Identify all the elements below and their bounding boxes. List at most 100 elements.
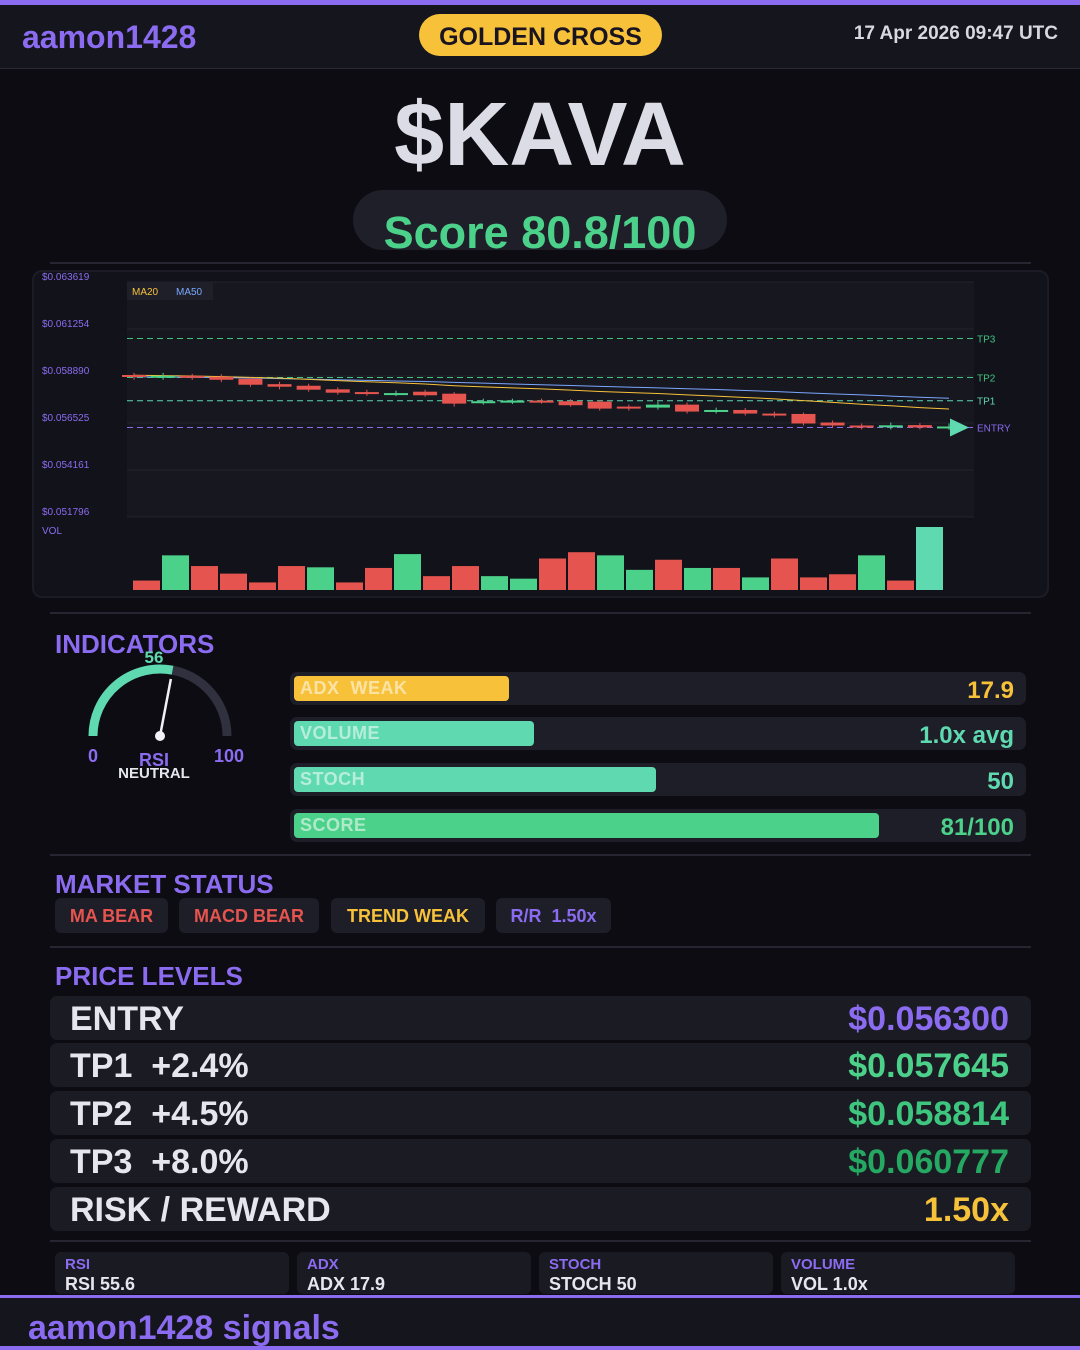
indicator-bar-fill (294, 813, 879, 838)
gauge-fill (88, 664, 174, 737)
candle-body (820, 422, 845, 426)
indicator-bar-adx: ADX WEAK 17.9 (290, 672, 1026, 705)
volume-bar (365, 567, 392, 590)
volume-bar (684, 567, 711, 590)
chart-plot-area (127, 282, 974, 517)
indicators-title: INDICATORS (55, 629, 215, 659)
candle-body (354, 392, 379, 395)
rsi-gauge-value: 56 (144, 648, 164, 667)
y-tick-label: $0.054161 (42, 460, 90, 471)
candle-body (442, 393, 467, 404)
price-level-label: TP2 +4.5% (70, 1095, 249, 1133)
indicator-bar-score: SCORE 81/100 (290, 809, 1026, 842)
top-accent-line (0, 0, 1080, 5)
volume-bar (887, 580, 914, 590)
level-label-tp2: TP2 (977, 374, 996, 385)
divider (50, 854, 1031, 856)
candle-body (238, 378, 263, 385)
mini-card-key: ADX (307, 1256, 339, 1273)
footer-bar: aamon1428 signals (0, 1295, 1080, 1350)
indicator-bar-label: SCORE (300, 815, 367, 835)
indicator-bar-fill (294, 767, 656, 792)
volume-bar (220, 573, 247, 590)
ticker-symbol: $KAVA (394, 85, 686, 185)
candle-body (122, 375, 146, 378)
volume-bar (800, 577, 827, 590)
y-tick-label: $0.061254 (42, 319, 90, 330)
mini-card-key: VOLUME (791, 1256, 856, 1273)
candle-body (413, 391, 438, 396)
indicator-bar-fill (294, 676, 509, 701)
indicator-bar-fill (294, 721, 535, 746)
volume-bar (249, 582, 276, 590)
y-tick-label: $0.051796 (42, 507, 90, 518)
candle-body (907, 425, 932, 428)
volume-bar (162, 555, 189, 590)
indicator-bar-volume: VOLUME 1.0x avg (290, 717, 1026, 750)
price-level-row: RISK / REWARD 1.50x (50, 1187, 1031, 1231)
price-level-label: TP1 +2.4% (70, 1047, 249, 1085)
mini-card-adx: ADX ADX 17.9 (297, 1252, 531, 1294)
level-label-tp3: TP3 (977, 334, 996, 345)
candle-body (878, 425, 903, 428)
volume-bar (133, 580, 160, 590)
rsi-gauge: 56 0 100 RSI NEUTRAL (84, 648, 254, 790)
chart-canvas: $0.063619 $0.061254 $0.058890 $0.056525 $0.0… (42, 272, 1011, 590)
price-level-label: RISK / REWARD (70, 1191, 331, 1229)
price-level-row: TP1 +2.4% $0.057645 (50, 1043, 1031, 1087)
volume-bar (191, 566, 218, 590)
mini-card-key: RSI (65, 1256, 91, 1273)
candle-body (704, 409, 729, 412)
volume-bar (539, 558, 566, 590)
signal-badge: GOLDEN CROSS (419, 14, 662, 56)
volume-bar (278, 566, 305, 590)
status-badge: TREND WEAK (331, 898, 485, 933)
price-level-row: ENTRY $0.056300 (50, 996, 1031, 1040)
candle-body (180, 375, 205, 378)
candle-body (733, 409, 758, 414)
rsi-gauge-state: NEUTRAL (118, 765, 190, 782)
indicator-bar-value: 1.0x avg (919, 722, 1014, 749)
mini-card-key: STOCH (549, 1256, 602, 1273)
candle-body (849, 425, 874, 428)
candle-body (325, 389, 350, 393)
status-badge: MA BEAR (55, 898, 168, 933)
volume-bar (742, 577, 769, 590)
price-level-label: TP3 +8.0% (70, 1143, 249, 1181)
volume-bar (423, 576, 450, 590)
mini-card-volume: VOLUME VOL 1.0x (781, 1252, 1015, 1294)
ma20-line (133, 374, 950, 410)
price-levels-title: PRICE LEVELS (55, 961, 243, 991)
candle-body (500, 400, 525, 403)
level-label-tp1: TP1 (977, 397, 996, 408)
gauge-hub (155, 731, 165, 741)
mini-card-rsi: RSI RSI 55.6 (55, 1252, 289, 1294)
price-level-row: TP3 +8.0% $0.060777 (50, 1139, 1031, 1183)
candle-body (471, 401, 496, 404)
candle-body (151, 375, 176, 378)
volume-bar (394, 554, 421, 590)
indicator-bar-label: ADX WEAK (300, 678, 408, 698)
indicator-bar-label: VOLUME (300, 723, 381, 743)
gauge-needle (158, 678, 173, 737)
volume-bar (829, 574, 856, 590)
y-tick-label: $0.058890 (42, 366, 90, 377)
rsi-gauge-arc (88, 664, 232, 741)
bottom-accent-line (0, 1346, 1080, 1350)
volume-bar (713, 567, 740, 590)
legend-box (127, 282, 213, 300)
mini-card-value: RSI 55.6 (65, 1274, 136, 1294)
mini-card-value: STOCH 50 (549, 1274, 637, 1294)
candle-body (937, 426, 961, 429)
level-label-entry: ENTRY (977, 423, 1011, 434)
price-level-value: 1.50x (923, 1191, 1009, 1229)
indicator-bar-value: 50 (987, 768, 1014, 795)
price-level-value: $0.060777 (848, 1143, 1009, 1181)
indicator-bar-stoch: STOCH 50 (290, 763, 1026, 796)
candle-body (791, 413, 816, 424)
entry-arrow-icon (950, 418, 969, 437)
volume-bar (858, 555, 885, 590)
candle-body (587, 401, 612, 409)
timestamp: 17 Apr 2026 09:47 UTC (853, 23, 1058, 44)
volume-bar (916, 527, 943, 590)
